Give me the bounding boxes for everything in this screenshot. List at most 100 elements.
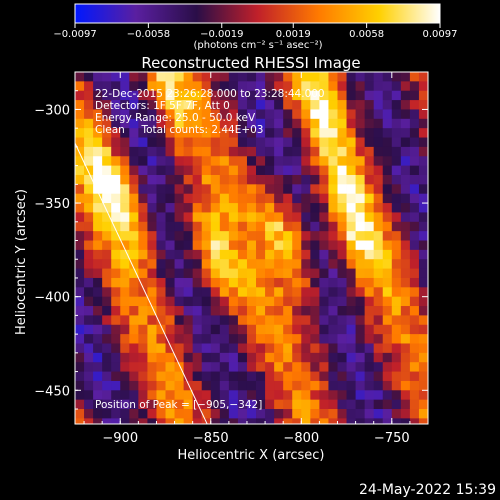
- heatmap-cell: [138, 334, 148, 344]
- heatmap-cell: [84, 137, 94, 148]
- heatmap-cell: [382, 128, 393, 138]
- heatmap-cell: [120, 399, 130, 410]
- heatmap-cell: [400, 362, 411, 372]
- heatmap-cell: [102, 174, 112, 185]
- heatmap-cell: [274, 203, 284, 213]
- heatmap-cell: [382, 118, 393, 129]
- heatmap-cell: [256, 212, 266, 223]
- heatmap-cell: [228, 334, 239, 344]
- heatmap-cell: [156, 268, 166, 279]
- heatmap-cell: [237, 249, 248, 260]
- heatmap-cell: [310, 174, 320, 185]
- heatmap-cell: [265, 118, 275, 129]
- heatmap-cell: [84, 409, 94, 419]
- heatmap-cell: [201, 72, 212, 82]
- heatmap-cell: [346, 371, 356, 382]
- heatmap-cell: [418, 128, 428, 138]
- heatmap-cell: [283, 268, 293, 279]
- heatmap-cell: [328, 165, 338, 176]
- heatmap-cell: [183, 165, 194, 176]
- heatmap-cell: [183, 343, 194, 354]
- plot-area: −900 −850 −800 −750−450−400−350−300: [34, 71, 429, 446]
- heatmap-cell: [237, 174, 248, 185]
- heatmap-cell: [156, 371, 166, 382]
- heatmap-cell: [138, 109, 148, 120]
- heatmap-cell: [409, 240, 420, 251]
- heatmap-cell: [219, 231, 230, 241]
- heatmap-cell: [102, 409, 112, 419]
- heatmap-cell: [373, 221, 384, 232]
- heatmap-cell: [102, 380, 112, 391]
- heatmap-cell: [310, 409, 320, 419]
- heatmap-cell: [382, 137, 393, 148]
- heatmap-cell: [256, 390, 266, 401]
- heatmap-cell: [219, 380, 230, 391]
- heatmap-cell: [409, 362, 420, 372]
- heatmap-cell: [292, 221, 302, 232]
- heatmap-cell: [364, 306, 375, 316]
- heatmap-cell: [355, 315, 366, 326]
- heatmap-cell: [274, 259, 284, 269]
- heatmap-cell: [120, 362, 130, 372]
- heatmap-cell: [274, 418, 284, 424]
- heatmap-cell: [210, 193, 221, 204]
- heatmap-cell: [138, 137, 148, 148]
- heatmap-cell: [292, 287, 302, 298]
- heatmap-cell: [237, 231, 248, 241]
- heatmap-cell: [418, 203, 428, 213]
- heatmap-cell: [120, 100, 130, 110]
- heatmap-cell: [373, 174, 384, 185]
- heatmap-cell: [192, 380, 203, 391]
- heatmap-cell: [75, 193, 85, 204]
- heatmap-cell: [75, 240, 85, 251]
- heatmap-cell: [165, 100, 175, 110]
- heatmap-cell: [256, 203, 266, 213]
- heatmap-cell: [237, 100, 248, 110]
- heatmap-cell: [129, 193, 139, 204]
- heatmap-cell: [301, 306, 311, 316]
- heatmap-cell: [373, 268, 384, 279]
- heatmap-cell: [111, 231, 121, 241]
- heatmap-cell: [201, 249, 212, 260]
- heatmap-cell: [174, 334, 185, 344]
- heatmap-cell: [156, 100, 166, 110]
- heatmap-cell: [355, 109, 366, 120]
- heatmap-cell: [364, 240, 375, 251]
- heatmap-cell: [292, 109, 302, 120]
- heatmap-cell: [274, 118, 284, 129]
- heatmap-cell: [102, 249, 112, 260]
- heatmap-cell: [337, 212, 347, 223]
- heatmap-cell: [346, 231, 356, 241]
- heatmap-cell: [364, 418, 375, 424]
- heatmap-cell: [283, 371, 293, 382]
- heatmap-cell: [346, 259, 356, 269]
- heatmap-cell: [301, 72, 311, 82]
- heatmap-cell: [219, 390, 230, 401]
- heatmap-cell: [84, 128, 94, 138]
- heatmap-cell: [93, 72, 103, 82]
- heatmap-cell: [246, 315, 257, 326]
- heatmap-cell: [165, 306, 175, 316]
- heatmap-cell: [283, 156, 293, 167]
- heatmap-cell: [328, 296, 338, 307]
- heatmap-cell: [228, 137, 239, 148]
- heatmap-cell: [174, 277, 185, 288]
- heatmap-cell: [84, 72, 94, 82]
- heatmap-cell: [355, 371, 366, 382]
- heatmap-cell: [93, 334, 103, 344]
- heatmap-cell: [364, 109, 375, 120]
- heatmap-cell: [373, 81, 384, 92]
- heatmap-cell: [165, 390, 175, 401]
- heatmap-cell: [183, 146, 194, 157]
- heatmap-cell: [382, 109, 393, 120]
- heatmap-cell: [219, 128, 230, 138]
- heatmap-cell: [400, 324, 411, 335]
- heatmap-cell: [237, 240, 248, 251]
- heatmap-cell: [156, 343, 166, 354]
- heatmap-cell: [219, 72, 230, 82]
- heatmap-cell: [183, 203, 194, 213]
- heatmap-cell: [292, 352, 302, 363]
- heatmap-cell: [111, 184, 121, 195]
- heatmap-cell: [292, 90, 302, 101]
- heatmap-cell: [391, 128, 402, 138]
